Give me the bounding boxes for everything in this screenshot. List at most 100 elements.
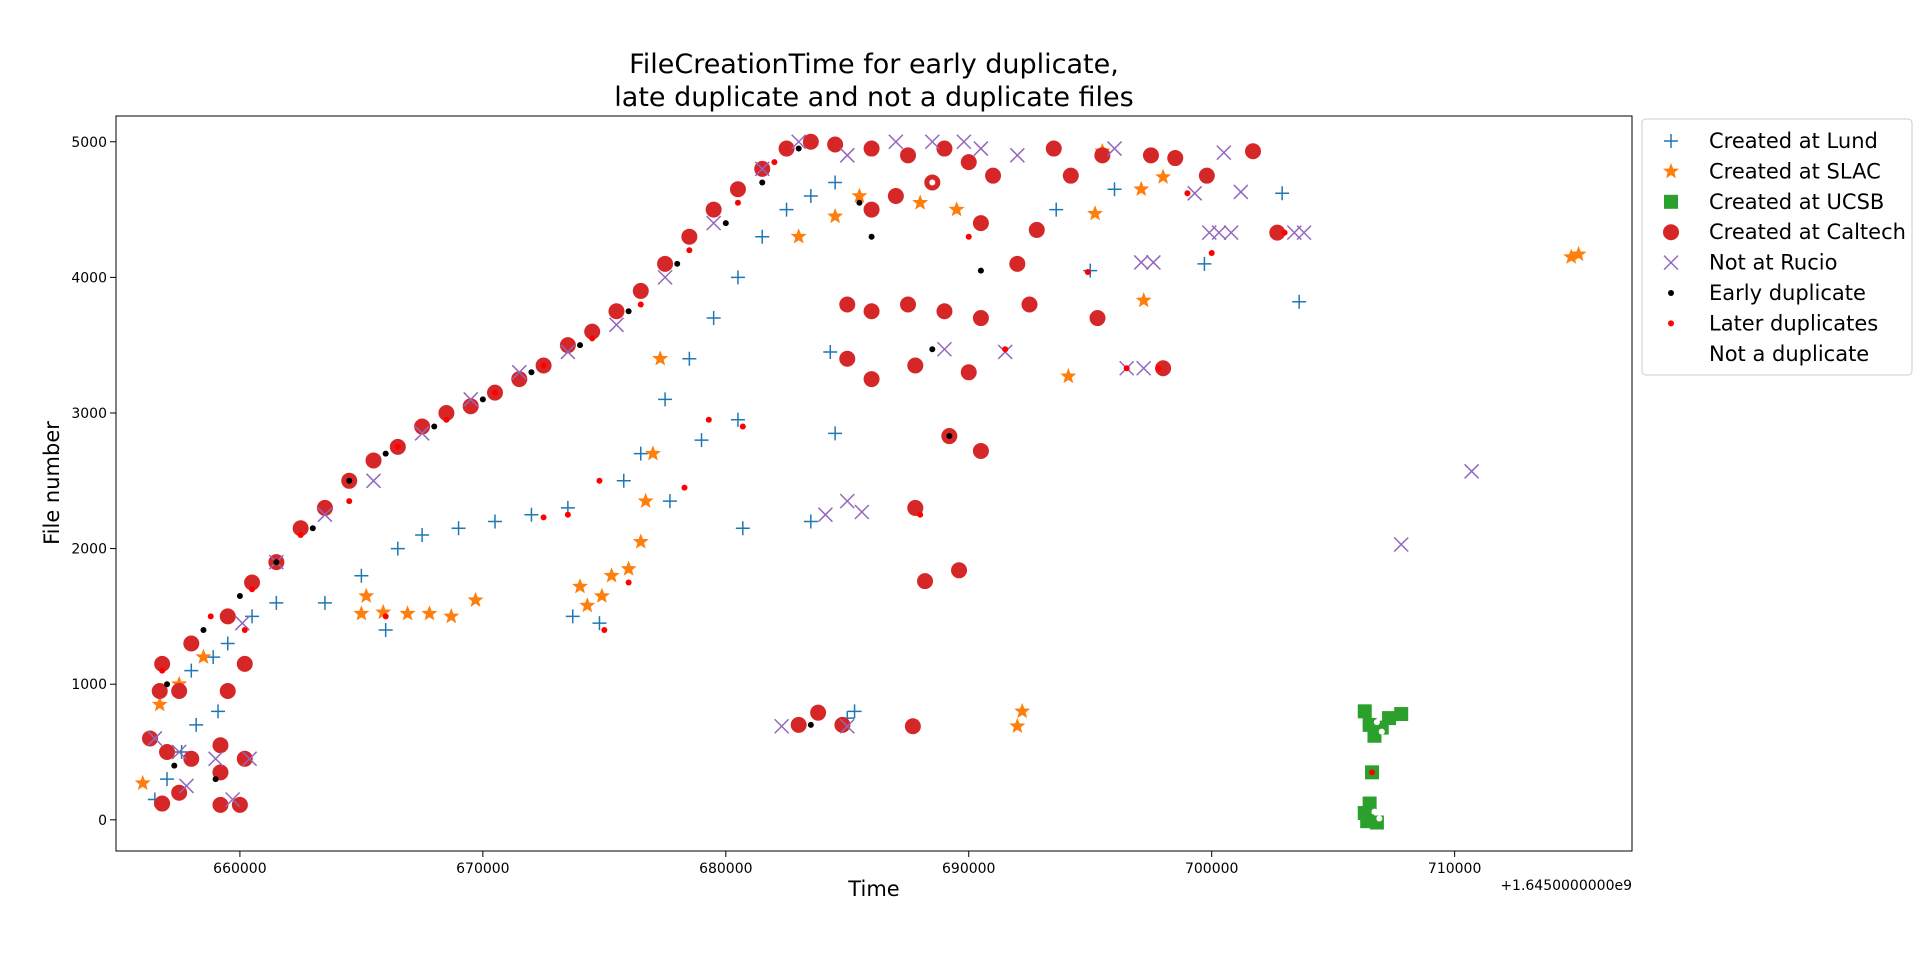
data-point xyxy=(231,796,248,813)
data-point xyxy=(1362,796,1377,811)
data-point xyxy=(528,369,535,376)
y-tick-label: 0 xyxy=(98,813,107,829)
data-point xyxy=(625,308,632,315)
data-point xyxy=(552,348,559,355)
data-point xyxy=(1089,310,1106,327)
data-point xyxy=(183,674,190,681)
data-point xyxy=(1360,814,1375,829)
data-point xyxy=(946,433,953,440)
data-point xyxy=(856,199,863,206)
data-point xyxy=(488,514,502,529)
data-point xyxy=(273,559,280,566)
data-point xyxy=(316,499,333,516)
data-point xyxy=(616,473,631,488)
data-point xyxy=(601,321,608,328)
data-point xyxy=(649,287,656,294)
data-point xyxy=(1216,145,1232,161)
data-point xyxy=(220,636,235,651)
data-point xyxy=(1570,245,1587,262)
data-point xyxy=(705,201,722,218)
data-point xyxy=(171,682,188,699)
data-point xyxy=(189,717,204,732)
data-point xyxy=(973,141,989,157)
x-tick-label: 690000 xyxy=(942,861,995,877)
data-point xyxy=(236,655,253,672)
data-point xyxy=(730,270,745,285)
data-point xyxy=(414,418,431,435)
legend-marker xyxy=(1664,134,1678,148)
legend-marker xyxy=(1668,290,1674,296)
data-point xyxy=(244,574,261,591)
data-point xyxy=(1362,717,1377,732)
series-created-at-lund xyxy=(147,175,1307,807)
data-point xyxy=(681,228,698,245)
data-point xyxy=(195,648,212,664)
data-point xyxy=(212,737,229,754)
data-point xyxy=(828,426,843,441)
data-point xyxy=(747,193,754,200)
data-point xyxy=(632,533,649,549)
data-point xyxy=(540,362,547,369)
data-point xyxy=(828,175,843,190)
data-point xyxy=(596,477,603,484)
data-point xyxy=(292,520,309,537)
data-point xyxy=(1087,205,1104,221)
data-point xyxy=(827,136,844,153)
data-point xyxy=(754,161,770,177)
data-point xyxy=(1292,294,1307,309)
data-point xyxy=(394,443,401,450)
data-point xyxy=(755,229,770,244)
data-point xyxy=(868,233,875,240)
data-point xyxy=(657,255,674,272)
data-point xyxy=(577,342,584,349)
data-point xyxy=(1155,168,1172,184)
data-point xyxy=(134,774,151,791)
data-point xyxy=(863,303,880,320)
data-point xyxy=(147,730,163,746)
data-point xyxy=(1135,291,1152,308)
data-point xyxy=(652,350,669,366)
data-point xyxy=(839,718,855,734)
data-point xyxy=(608,317,625,333)
data-point xyxy=(739,423,746,430)
data-point xyxy=(1094,147,1111,164)
data-point xyxy=(579,597,596,613)
data-point xyxy=(608,303,625,320)
data-point xyxy=(249,586,256,593)
data-point xyxy=(225,791,241,807)
data-point xyxy=(601,626,608,633)
data-point xyxy=(790,228,807,244)
data-point xyxy=(443,607,460,624)
legend-marker xyxy=(1668,350,1674,357)
data-point xyxy=(1269,224,1286,241)
data-point xyxy=(817,507,833,523)
data-point xyxy=(1281,229,1288,236)
data-point xyxy=(151,682,168,699)
data-point xyxy=(904,718,921,735)
data-point xyxy=(504,382,511,389)
data-point xyxy=(1198,167,1215,184)
data-point xyxy=(783,165,790,172)
data-point xyxy=(771,159,778,166)
legend-item: Created at SLAC xyxy=(1662,159,1881,183)
data-point xyxy=(390,541,405,556)
data-point xyxy=(1211,225,1227,241)
data-point xyxy=(839,147,855,163)
legend-item: Early duplicate xyxy=(1668,281,1866,305)
data-point xyxy=(863,201,880,218)
data-point xyxy=(960,364,977,381)
data-point xyxy=(924,134,940,150)
data-point xyxy=(346,477,353,484)
data-point xyxy=(1275,186,1290,201)
data-point xyxy=(960,154,977,171)
data-point xyxy=(779,202,794,217)
data-point xyxy=(778,140,795,157)
legend-label: Early duplicate xyxy=(1709,281,1866,305)
data-point xyxy=(151,696,168,712)
data-point xyxy=(657,269,673,285)
data-point xyxy=(888,134,904,150)
data-point xyxy=(917,573,934,590)
legend-marker xyxy=(1668,320,1674,327)
data-point xyxy=(854,504,870,520)
data-point xyxy=(346,498,353,505)
